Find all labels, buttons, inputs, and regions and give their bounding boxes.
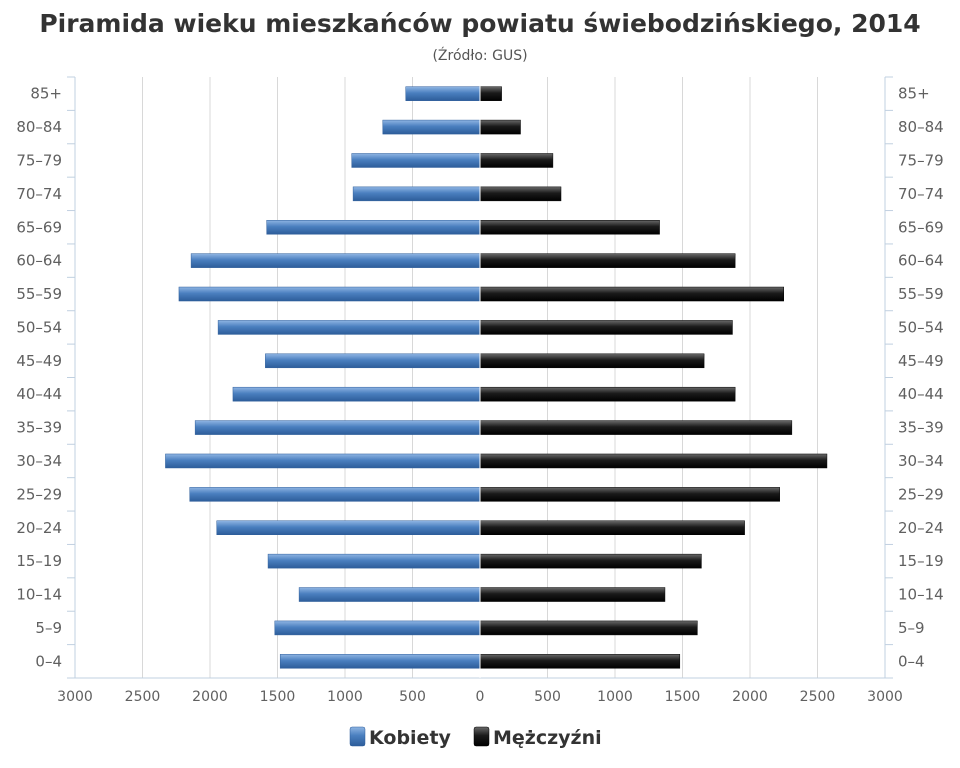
chart-title: Piramida wieku mieszkańców powiatu świeb…: [39, 9, 920, 38]
category-label-right: 30–34: [898, 452, 944, 470]
legend: Kobiety Mężczyźni: [349, 726, 602, 749]
chart-subtitle: (Źródło: GUS): [432, 46, 527, 64]
category-label-left: 60–64: [16, 252, 62, 270]
x-tick-label: 1500: [665, 689, 701, 705]
bar-mezczyzni[interactable]: [479, 453, 828, 469]
category-label-left: 75–79: [16, 151, 62, 169]
x-tick-label: 500: [534, 689, 561, 705]
category-label-right: 75–79: [898, 151, 944, 169]
category-label-left: 35–39: [16, 419, 62, 437]
category-label-right: 85+: [898, 85, 930, 103]
bar-mezczyzni[interactable]: [479, 353, 705, 369]
bar-mezczyzni[interactable]: [479, 286, 784, 302]
bar-mezczyzni[interactable]: [479, 620, 698, 636]
category-label-left: 5–9: [35, 619, 62, 637]
x-tick-label: 3000: [867, 689, 903, 705]
category-label-right: 15–19: [898, 552, 944, 570]
legend-label-mezczyzni: Mężczyźni: [493, 727, 602, 749]
bar-kobiety[interactable]: [178, 286, 481, 302]
category-label-right: 25–29: [898, 485, 944, 503]
legend-item-mezczyzni[interactable]: Mężczyźni: [473, 726, 602, 749]
category-label-left: 25–29: [16, 485, 62, 503]
category-label-left: 85+: [30, 85, 62, 103]
category-label-right: 10–14: [898, 586, 944, 604]
bar-kobiety[interactable]: [298, 587, 481, 602]
bar-mezczyzni[interactable]: [479, 220, 660, 235]
category-label-left: 15–19: [16, 552, 62, 570]
bar-mezczyzni[interactable]: [479, 587, 666, 602]
x-tick-labels: 3000 2500 2000 1500 1000 500 0 500 1000 1500 2000 2…: [57, 689, 903, 705]
category-label-right: 60–64: [898, 252, 944, 270]
legend-swatch-kobiety: [349, 726, 366, 747]
bar-kobiety[interactable]: [352, 186, 481, 202]
category-label-left: 70–74: [16, 185, 62, 203]
category-label-right: 70–74: [898, 185, 944, 203]
bar-mezczyzni[interactable]: [479, 553, 702, 569]
category-label-left: 65–69: [16, 218, 62, 236]
bar-mezczyzni[interactable]: [479, 119, 521, 135]
legend-swatch-mezczyzni: [473, 726, 490, 747]
bar-kobiety[interactable]: [265, 353, 481, 369]
x-tick-label: 1000: [327, 689, 363, 705]
bar-kobiety[interactable]: [217, 320, 481, 335]
category-label-right: 65–69: [898, 218, 944, 236]
x-tick-label: 1000: [597, 689, 633, 705]
bar-kobiety[interactable]: [351, 153, 481, 168]
bar-mezczyzni[interactable]: [479, 420, 793, 435]
category-label-left: 0–4: [35, 652, 62, 670]
category-labels: 85+ 85+ 80–84 80–84 75–79 75–79 70–74 70–74 65–6…: [16, 85, 943, 671]
bar-mezczyzni[interactable]: [479, 654, 681, 669]
bar-kobiety[interactable]: [190, 253, 481, 268]
x-tick-label: 1500: [260, 689, 296, 705]
x-tick-label: 500: [399, 689, 426, 705]
category-label-right: 55–59: [898, 285, 944, 303]
bar-kobiety[interactable]: [194, 420, 481, 435]
bar-kobiety[interactable]: [232, 386, 481, 402]
bars: [165, 77, 828, 678]
x-tick-label: 3000: [57, 689, 93, 705]
bar-kobiety[interactable]: [165, 453, 481, 469]
category-label-right: 45–49: [898, 352, 944, 370]
category-label-right: 35–39: [898, 419, 944, 437]
category-label-right: 0–4: [898, 652, 925, 670]
x-tick-label: 0: [476, 689, 485, 705]
category-label-left: 20–24: [16, 519, 62, 537]
x-tick-label: 2500: [125, 689, 161, 705]
bar-kobiety[interactable]: [279, 654, 481, 669]
category-label-right: 40–44: [898, 385, 944, 403]
bar-kobiety[interactable]: [274, 620, 481, 636]
bar-kobiety[interactable]: [216, 520, 481, 535]
bar-mezczyzni[interactable]: [479, 386, 736, 402]
category-label-right: 5–9: [898, 619, 925, 637]
bar-mezczyzni[interactable]: [479, 520, 745, 535]
category-label-right: 50–54: [898, 318, 944, 336]
bar-kobiety[interactable]: [266, 220, 481, 235]
category-label-left: 40–44: [16, 385, 62, 403]
category-label-left: 45–49: [16, 352, 62, 370]
x-tick-label: 2000: [192, 689, 228, 705]
category-label-left: 10–14: [16, 586, 62, 604]
category-label-right: 20–24: [898, 519, 944, 537]
category-label-left: 55–59: [16, 285, 62, 303]
category-label-left: 80–84: [16, 118, 62, 136]
bar-mezczyzni[interactable]: [479, 487, 780, 502]
legend-label-kobiety: Kobiety: [369, 727, 452, 749]
x-tick-label: 2500: [800, 689, 836, 705]
bar-mezczyzni[interactable]: [479, 186, 562, 202]
x-tick-label: 2000: [732, 689, 768, 705]
category-label-left: 50–54: [16, 318, 62, 336]
bar-mezczyzni[interactable]: [479, 86, 502, 101]
bar-kobiety[interactable]: [189, 487, 481, 502]
category-label-left: 30–34: [16, 452, 62, 470]
bar-mezczyzni[interactable]: [479, 253, 736, 268]
bar-kobiety[interactable]: [405, 86, 481, 101]
legend-item-kobiety[interactable]: Kobiety: [349, 726, 452, 749]
bar-kobiety[interactable]: [382, 119, 481, 135]
bar-mezczyzni[interactable]: [479, 320, 733, 335]
bar-kobiety[interactable]: [267, 553, 481, 569]
bar-mezczyzni[interactable]: [479, 153, 554, 168]
category-label-right: 80–84: [898, 118, 944, 136]
